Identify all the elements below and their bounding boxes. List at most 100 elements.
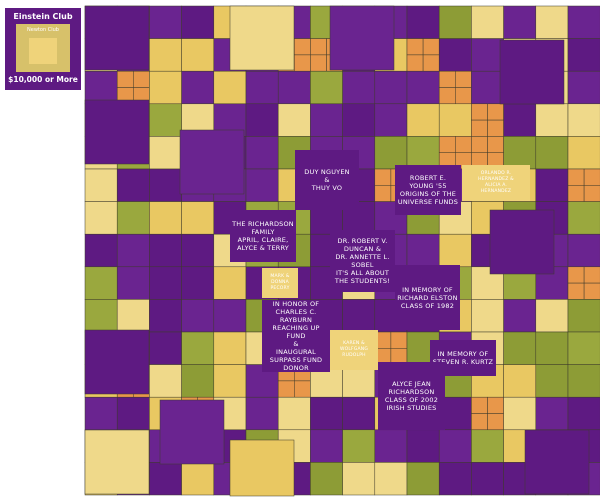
donor-text: SURPASS FUND xyxy=(269,356,323,364)
legend-box: Einstein Club Newton Club $10,000 or Mor… xyxy=(5,8,81,90)
wall-tile xyxy=(422,54,440,72)
donor-text: & xyxy=(293,340,299,348)
wall-tile xyxy=(342,103,376,137)
wall-tile xyxy=(342,462,376,496)
donor-text: RAYBURN xyxy=(279,316,313,324)
wall-tile xyxy=(535,168,569,202)
donor-text: WOLFGANG xyxy=(339,347,369,352)
donor-text: CLASS OF 2002 xyxy=(384,396,439,404)
wall-tile xyxy=(567,396,600,431)
wall-tile xyxy=(213,299,247,333)
wall-tile xyxy=(159,399,225,465)
wall-tile xyxy=(374,70,408,105)
wall-tile xyxy=(583,168,600,186)
wall-tile xyxy=(181,331,215,365)
wall-tile xyxy=(438,233,472,268)
wall-tile xyxy=(149,331,182,365)
wall-tile xyxy=(487,103,504,121)
wall-tile xyxy=(181,201,215,235)
wall-tile xyxy=(471,119,488,137)
donor-text: APRIL, CLAIRE, xyxy=(237,236,289,244)
legend-title: Einstein Club xyxy=(13,12,73,21)
donor-text: ROBERT E. YOUNG '55 xyxy=(409,174,447,190)
donor-tile: DR. ROBERT V. DUNCAN & DR. ANNETTE L. SOBEL… xyxy=(330,230,395,292)
wall-tile xyxy=(583,282,600,300)
wall-tile xyxy=(567,299,600,333)
wall-tile xyxy=(567,266,585,284)
wall-tile xyxy=(499,39,565,105)
wall-tile xyxy=(294,54,311,72)
donor-text: REACHING UP xyxy=(272,324,320,332)
wall-tile xyxy=(149,462,182,496)
wall-tile xyxy=(342,70,376,105)
wall-tile xyxy=(181,364,215,398)
wall-tile xyxy=(84,201,118,235)
wall-tile xyxy=(116,233,150,268)
wall-tile xyxy=(213,364,247,398)
donor-text: HERNANDEZ & xyxy=(478,177,514,182)
wall-tile xyxy=(310,54,327,72)
wall-tile xyxy=(84,5,150,71)
donor-text: INAUGURAL xyxy=(276,348,316,356)
wall-tile xyxy=(406,233,440,268)
donor-text: RUDOLPH xyxy=(342,353,366,358)
wall-tile xyxy=(406,462,440,496)
wall-tile xyxy=(149,364,182,398)
donor-text: ORLANDO R. xyxy=(480,171,512,176)
wall-tile xyxy=(567,168,585,186)
wall-tile xyxy=(438,87,456,105)
legend-inner: Newton Club xyxy=(16,24,70,72)
wall-tile xyxy=(487,119,504,137)
wall-tile xyxy=(181,299,215,333)
wall-tile xyxy=(535,396,569,431)
wall-tile xyxy=(438,462,472,496)
wall-tile xyxy=(438,429,472,463)
donor-tile: ORLANDO R. HERNANDEZ & ALICIA A. HERNANDEZ xyxy=(462,165,530,201)
wall-tile xyxy=(374,103,408,137)
wall-tile xyxy=(535,136,569,170)
wall-tile xyxy=(116,168,150,202)
donor-tile: MARK & DONNA PECORY xyxy=(262,268,298,298)
wall-tile xyxy=(567,5,600,39)
wall-tile xyxy=(390,331,408,349)
wall-tile xyxy=(213,331,247,365)
donor-text: DUNCAN & xyxy=(343,245,382,253)
wall-tile xyxy=(213,266,247,300)
wall-tile xyxy=(535,103,569,137)
wall-tile xyxy=(342,299,376,333)
donor-text: STEVEN R. KURTZ xyxy=(432,358,494,366)
wall-tile xyxy=(567,103,600,137)
wall-tile xyxy=(116,201,150,235)
wall-tile xyxy=(471,462,504,496)
wall-tile xyxy=(422,38,440,56)
wall-tile xyxy=(245,103,279,137)
wall-tile xyxy=(374,185,392,202)
wall-tile xyxy=(84,299,118,333)
wall-tile xyxy=(310,103,343,137)
wall-tile xyxy=(149,103,182,137)
wall-tile xyxy=(245,396,279,431)
wall-tile xyxy=(149,168,182,202)
wall-tile xyxy=(342,429,376,463)
wall-tile xyxy=(277,380,295,398)
donor-text: CHARLES C. xyxy=(275,308,317,316)
wall-tile xyxy=(84,168,118,202)
wall-tile xyxy=(342,396,376,431)
wall-tile xyxy=(471,5,504,39)
wall-tile xyxy=(84,429,150,495)
wall-tile xyxy=(277,396,311,431)
wall-tile xyxy=(471,70,504,105)
wall-tile xyxy=(535,331,569,365)
wall-tile xyxy=(84,233,118,268)
wall-tile xyxy=(567,331,600,365)
donor-text: CLASS OF 1982 xyxy=(400,301,455,310)
wall-tile xyxy=(374,462,408,496)
wall-tile xyxy=(503,331,537,365)
wall-tile xyxy=(277,103,311,137)
legend-amount: $10,000 or More xyxy=(8,75,78,84)
wall-tile xyxy=(116,266,150,300)
donor-text: ORIGINS OF THE xyxy=(399,190,457,198)
wall-tile xyxy=(149,70,182,105)
wall-tile xyxy=(181,233,215,268)
wall-tile xyxy=(567,282,585,300)
